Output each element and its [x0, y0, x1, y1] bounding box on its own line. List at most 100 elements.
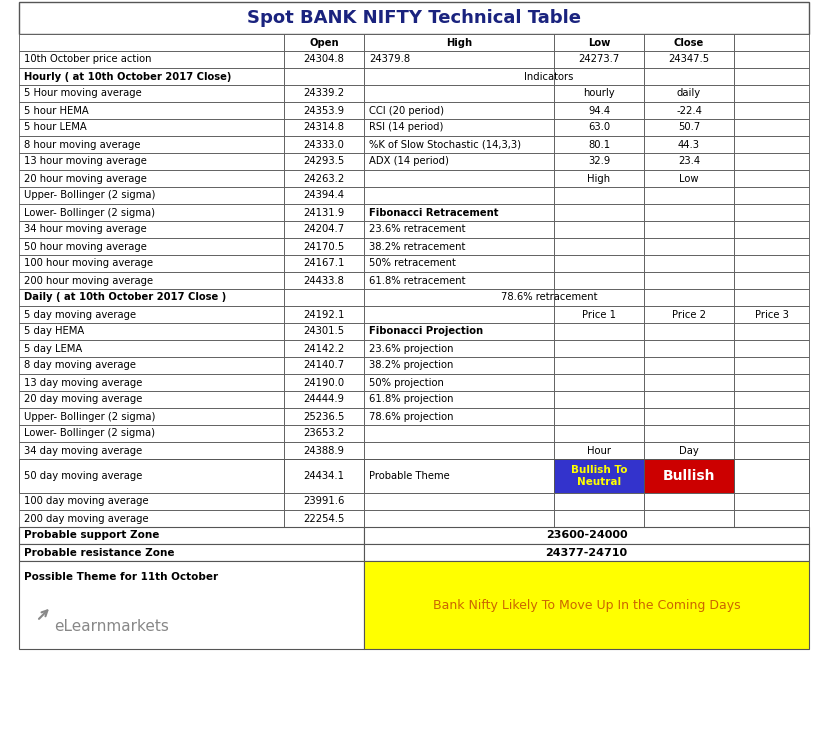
- Text: eLearnmarkets: eLearnmarkets: [54, 618, 169, 634]
- Bar: [553, 459, 643, 493]
- Bar: [553, 136, 643, 153]
- Bar: [643, 51, 733, 68]
- Bar: [643, 391, 733, 408]
- Bar: [364, 442, 553, 459]
- Bar: [364, 238, 553, 255]
- Bar: [643, 102, 733, 119]
- Bar: [19, 323, 284, 340]
- Bar: [733, 187, 808, 204]
- Text: %K of Slow Stochastic (14,3,3): %K of Slow Stochastic (14,3,3): [369, 139, 520, 150]
- Text: 5 hour HEMA: 5 hour HEMA: [24, 106, 88, 115]
- Text: Close: Close: [673, 37, 703, 48]
- Bar: [19, 34, 284, 51]
- Bar: [553, 306, 643, 323]
- Bar: [643, 68, 733, 85]
- Bar: [733, 170, 808, 187]
- Bar: [643, 238, 733, 255]
- Text: 23.4: 23.4: [677, 156, 699, 167]
- Bar: [19, 170, 284, 187]
- Text: 80.1: 80.1: [587, 139, 609, 150]
- Text: Lower- Bollinger (2 sigma): Lower- Bollinger (2 sigma): [24, 429, 155, 438]
- Text: 50 day moving average: 50 day moving average: [24, 471, 142, 481]
- Text: 24131.9: 24131.9: [303, 208, 344, 217]
- Bar: [364, 85, 553, 102]
- Bar: [553, 272, 643, 289]
- Bar: [733, 153, 808, 170]
- Bar: [364, 340, 553, 357]
- Text: 44.3: 44.3: [677, 139, 699, 150]
- Bar: [19, 357, 284, 374]
- Bar: [284, 136, 364, 153]
- Bar: [643, 119, 733, 136]
- Bar: [284, 510, 364, 527]
- Text: 61.8% projection: 61.8% projection: [369, 394, 453, 405]
- Bar: [19, 153, 284, 170]
- Text: 24301.5: 24301.5: [303, 327, 344, 336]
- Text: Possible Theme for 11th October: Possible Theme for 11th October: [24, 572, 218, 583]
- Text: Probable Theme: Probable Theme: [369, 471, 449, 481]
- Bar: [284, 289, 364, 306]
- Bar: [733, 272, 808, 289]
- Bar: [19, 544, 364, 561]
- Bar: [643, 204, 733, 221]
- Text: 5 hour LEMA: 5 hour LEMA: [24, 123, 87, 132]
- Text: 23.6% projection: 23.6% projection: [369, 344, 453, 353]
- Bar: [643, 340, 733, 357]
- Bar: [733, 221, 808, 238]
- Bar: [553, 340, 643, 357]
- Bar: [733, 340, 808, 357]
- Bar: [364, 357, 553, 374]
- Bar: [19, 68, 284, 85]
- Bar: [364, 459, 553, 493]
- Text: 32.9: 32.9: [587, 156, 609, 167]
- Text: 20 day moving average: 20 day moving average: [24, 394, 142, 405]
- Text: Hourly ( at 10th October 2017 Close): Hourly ( at 10th October 2017 Close): [24, 71, 231, 82]
- Text: Daily ( at 10th October 2017 Close ): Daily ( at 10th October 2017 Close ): [24, 292, 226, 303]
- Text: 24379.8: 24379.8: [369, 54, 409, 65]
- Text: 13 hour moving average: 13 hour moving average: [24, 156, 146, 167]
- Bar: [364, 306, 553, 323]
- Text: 34 hour moving average: 34 hour moving average: [24, 225, 146, 234]
- Bar: [733, 357, 808, 374]
- Text: Day: Day: [678, 446, 698, 455]
- Bar: [284, 425, 364, 442]
- Text: 100 day moving average: 100 day moving average: [24, 496, 148, 507]
- Text: 23991.6: 23991.6: [303, 496, 344, 507]
- Text: 24314.8: 24314.8: [304, 123, 344, 132]
- Bar: [19, 119, 284, 136]
- Bar: [284, 85, 364, 102]
- Bar: [553, 289, 643, 306]
- Bar: [553, 493, 643, 510]
- Bar: [643, 289, 733, 306]
- Bar: [364, 255, 553, 272]
- Text: 24204.7: 24204.7: [303, 225, 344, 234]
- Text: 8 hour moving average: 8 hour moving average: [24, 139, 141, 150]
- Bar: [553, 170, 643, 187]
- Bar: [733, 51, 808, 68]
- Text: 100 hour moving average: 100 hour moving average: [24, 258, 153, 269]
- Bar: [643, 323, 733, 340]
- Text: 24167.1: 24167.1: [303, 258, 344, 269]
- Bar: [364, 153, 553, 170]
- Bar: [284, 170, 364, 187]
- Bar: [364, 374, 553, 391]
- Text: 13 day moving average: 13 day moving average: [24, 377, 142, 388]
- Bar: [733, 255, 808, 272]
- Text: Fibonacci Retracement: Fibonacci Retracement: [369, 208, 498, 217]
- Bar: [733, 204, 808, 221]
- Bar: [284, 102, 364, 119]
- Bar: [553, 119, 643, 136]
- Text: 24293.5: 24293.5: [303, 156, 344, 167]
- Text: 5 day LEMA: 5 day LEMA: [24, 344, 82, 353]
- Text: 10th October price action: 10th October price action: [24, 54, 151, 65]
- Text: 23600-24000: 23600-24000: [545, 530, 627, 540]
- Text: 34 day moving average: 34 day moving average: [24, 446, 142, 455]
- Text: Bank Nifty Likely To Move Up In the Coming Days: Bank Nifty Likely To Move Up In the Comi…: [433, 598, 739, 612]
- Bar: [553, 425, 643, 442]
- Text: ADX (14 period): ADX (14 period): [369, 156, 448, 167]
- Bar: [284, 459, 364, 493]
- Text: Probable support Zone: Probable support Zone: [24, 530, 159, 540]
- Text: Bullish To
Neutral: Bullish To Neutral: [570, 465, 627, 487]
- Bar: [733, 493, 808, 510]
- Bar: [364, 187, 553, 204]
